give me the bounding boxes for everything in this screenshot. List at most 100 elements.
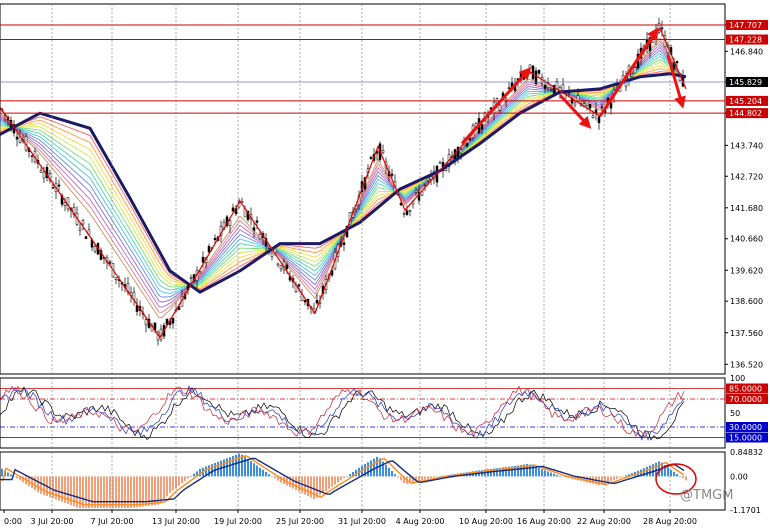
x-axis: 0:00 3 Jul 20:00 7 Jul 20:00 13 Jul 20:00 19… xyxy=(3,4,697,526)
candle-body xyxy=(468,137,472,141)
macd-bar xyxy=(1,468,3,477)
macd-bar xyxy=(58,476,60,501)
candle-body xyxy=(426,177,430,181)
macd-bar xyxy=(349,474,351,477)
stoch-tick-label: 100 xyxy=(730,374,745,383)
candle-body xyxy=(303,299,307,303)
macd-bar xyxy=(280,476,282,483)
candle-body xyxy=(531,65,535,80)
macd-bar xyxy=(148,476,150,506)
macd-bar xyxy=(19,476,21,481)
macd-bar xyxy=(22,476,24,483)
candle-body xyxy=(408,209,412,212)
macd-bar xyxy=(610,476,612,482)
macd-bar xyxy=(139,476,141,508)
macd-bar xyxy=(586,476,588,483)
macd-bar xyxy=(76,476,78,508)
candle-body xyxy=(207,246,211,253)
macd-bar xyxy=(52,476,54,499)
macd-bar xyxy=(121,476,123,508)
stoch-tick-label: 50 xyxy=(730,409,740,418)
macd-bar xyxy=(364,464,366,477)
candle-body xyxy=(588,104,592,109)
x-tick-label: 13 Jul 20:00 xyxy=(152,517,200,526)
macd-bar xyxy=(295,476,297,491)
candle-body xyxy=(423,184,427,187)
macd-bar xyxy=(607,476,609,483)
macd-bar xyxy=(229,457,231,477)
trend-arrow xyxy=(598,27,659,118)
macd-bar xyxy=(499,467,501,477)
macd-bar xyxy=(85,476,87,508)
macd-bar xyxy=(118,476,120,508)
macd-bar xyxy=(685,476,687,481)
stoch-level-label: 70.0000 xyxy=(729,395,762,404)
candle-body xyxy=(609,102,613,109)
macd-bar xyxy=(253,463,255,477)
candle-body xyxy=(228,220,232,226)
x-tick-label: 3 Jul 20:00 xyxy=(31,517,74,526)
macd-bar xyxy=(562,476,564,477)
candle-body xyxy=(390,173,394,176)
level-label: 144.802 xyxy=(729,109,762,118)
candle-body xyxy=(549,89,553,91)
macd-bar xyxy=(55,476,57,500)
candle-body xyxy=(480,123,484,130)
macd-bar xyxy=(397,476,399,478)
macd-bar xyxy=(256,465,258,477)
x-tick-label: 4 Aug 20:00 xyxy=(396,517,445,526)
macd-bar xyxy=(508,466,510,477)
candle-body xyxy=(252,227,256,231)
macd-bar xyxy=(259,467,261,477)
stoch-level-label: 30.0000 xyxy=(729,423,762,432)
macd-bar xyxy=(664,464,666,477)
candle-body xyxy=(567,92,571,94)
macd-bar xyxy=(433,476,435,478)
candle-body xyxy=(600,106,604,109)
x-tick-label: 19 Jul 20:00 xyxy=(214,517,262,526)
macd-bar xyxy=(322,476,324,494)
level-label: 147.228 xyxy=(729,36,762,45)
macd-bar xyxy=(211,464,213,477)
x-tick-label: 22 Aug 20:00 xyxy=(577,517,631,526)
candle-body xyxy=(591,115,595,119)
macd-signal-line xyxy=(0,454,685,506)
candle-body xyxy=(660,27,664,30)
macd-bar xyxy=(538,467,540,477)
macd-bar xyxy=(352,471,354,477)
macd-bar xyxy=(502,467,504,477)
macd-bar xyxy=(298,476,300,492)
macd-bar xyxy=(400,476,402,481)
macd-bar xyxy=(391,471,393,477)
price-tick-label: 141.680 xyxy=(730,204,763,213)
candle-body xyxy=(213,238,217,240)
macd-bar xyxy=(544,470,546,477)
macd-bar xyxy=(238,453,240,477)
macd-bar xyxy=(37,476,39,493)
macd-bar xyxy=(682,476,684,479)
macd-bar xyxy=(286,476,288,486)
macd-bar xyxy=(667,467,669,477)
macd-bar xyxy=(526,463,528,477)
candle-body xyxy=(402,213,406,215)
macd-bar xyxy=(313,476,315,500)
price-tick-label: 137.560 xyxy=(730,329,763,338)
macd-bar xyxy=(613,476,615,481)
candle-body xyxy=(342,242,346,245)
candle-body xyxy=(270,252,274,257)
macd-bar xyxy=(493,468,495,477)
macd-bar xyxy=(193,473,195,477)
trend-arrow xyxy=(558,93,592,129)
candle-body xyxy=(114,277,118,280)
macd-bar xyxy=(268,474,270,477)
macd-bar xyxy=(628,474,630,477)
candle-body xyxy=(285,264,289,269)
candle-body xyxy=(84,236,88,239)
macd-bar xyxy=(70,476,72,506)
level-label: 145.829 xyxy=(729,78,762,87)
stoch-line xyxy=(0,386,685,441)
macd-bar xyxy=(136,476,138,508)
macd-bar xyxy=(535,466,537,477)
